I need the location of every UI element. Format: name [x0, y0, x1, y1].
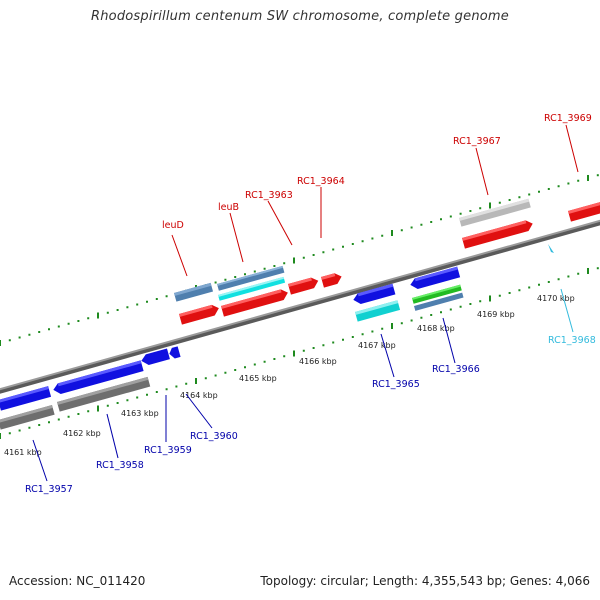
- genome-summary-text: Topology: circular; Length: 4,355,543 bp…: [260, 574, 590, 588]
- gene-blue-left: [0, 386, 52, 411]
- kbp-tick-label: 4164 kbp: [180, 391, 218, 400]
- gene-label-RC1_3957[interactable]: RC1_3957: [25, 484, 73, 495]
- kbp-tick-label: 4169 kbp: [477, 310, 515, 319]
- gene-label-RC1_3960[interactable]: RC1_3960: [190, 431, 238, 442]
- gene-red-arrow: [179, 304, 219, 325]
- gene-blue-short: [141, 348, 170, 365]
- gene-leuD: [174, 282, 214, 302]
- gene-label-RC1_3967[interactable]: RC1_3967: [453, 136, 501, 147]
- lower-tick-track: [0, 267, 599, 439]
- gene-label-RC1_3969[interactable]: RC1_3969: [544, 113, 592, 124]
- gene-leuB: [217, 265, 285, 291]
- gene-label-RC1_3966[interactable]: RC1_3966: [432, 364, 480, 375]
- gene-label-RC1_3959[interactable]: RC1_3959: [144, 445, 192, 456]
- accession-text: Accession: NC_011420: [9, 574, 146, 588]
- gene-RC1_3969-bar: [568, 200, 600, 222]
- kbp-tick-label: 4166 kbp: [299, 357, 337, 366]
- map-title: Rhodospirillum centenum SW chromosome, c…: [91, 9, 509, 24]
- gene-blue-long: [53, 360, 144, 394]
- gene-label-RC1_3963[interactable]: RC1_3963: [245, 190, 293, 201]
- kbp-tick-label: 4162 kbp: [63, 429, 101, 438]
- gene-label-RC1_3965[interactable]: RC1_3965: [372, 379, 420, 390]
- gene-steelblue-bar: [414, 292, 464, 311]
- reverse-genes: [0, 244, 554, 430]
- gene-RC1_3968-marker: [548, 244, 554, 253]
- bottom-labels: RC1_3957 RC1_3958 RC1_3959 RC1_3960 RC1_…: [25, 335, 596, 495]
- gene-RC1_3965-arrow: [353, 283, 396, 304]
- top-labels: leuD leuB RC1_3963 RC1_3964 RC1_3967 RC1…: [162, 113, 592, 231]
- gene-red-small-arrow: [321, 273, 342, 288]
- gene-RC1_3966-arrow: [410, 266, 461, 289]
- label-connectors: [32, 124, 579, 482]
- kbp-tick-label: 4161 kbp: [4, 448, 42, 457]
- kbp-tick-label: 4163 kbp: [121, 409, 159, 418]
- gene-cyan-box: [355, 300, 401, 322]
- forward-genes: [174, 198, 600, 325]
- gene-RC1_3964-arrow: [288, 277, 319, 295]
- gene-green-bar: [412, 284, 462, 304]
- gene-label-RC1_3968[interactable]: RC1_3968: [548, 335, 596, 346]
- gene-grey-bar: [459, 198, 531, 227]
- gene-cyan-bar: [218, 276, 286, 301]
- kbp-tick-label: 4165 kbp: [239, 374, 277, 383]
- gene-grey-left: [0, 405, 55, 430]
- kbp-scale: 4161 kbp 4162 kbp 4163 kbp 4164 kbp 4165…: [4, 294, 575, 457]
- gene-label-RC1_3958[interactable]: RC1_3958: [96, 460, 144, 471]
- kbp-tick-label: 4167 kbp: [358, 341, 396, 350]
- upper-tick-track: [0, 174, 599, 346]
- gene-label-leuB[interactable]: leuB: [218, 202, 239, 213]
- gene-RC1_3963-arrow: [221, 289, 288, 317]
- kbp-tick-label: 4168 kbp: [417, 324, 455, 333]
- gene-label-leuD[interactable]: leuD: [162, 220, 184, 231]
- gene-blue-tiny: [169, 346, 181, 359]
- kbp-tick-label: 4170 kbp: [537, 294, 575, 303]
- gene-grey-long: [56, 376, 151, 412]
- gene-label-RC1_3964[interactable]: RC1_3964: [297, 176, 345, 187]
- backbone: [0, 219, 600, 394]
- gene-RC1_3967-arrow: [462, 220, 533, 249]
